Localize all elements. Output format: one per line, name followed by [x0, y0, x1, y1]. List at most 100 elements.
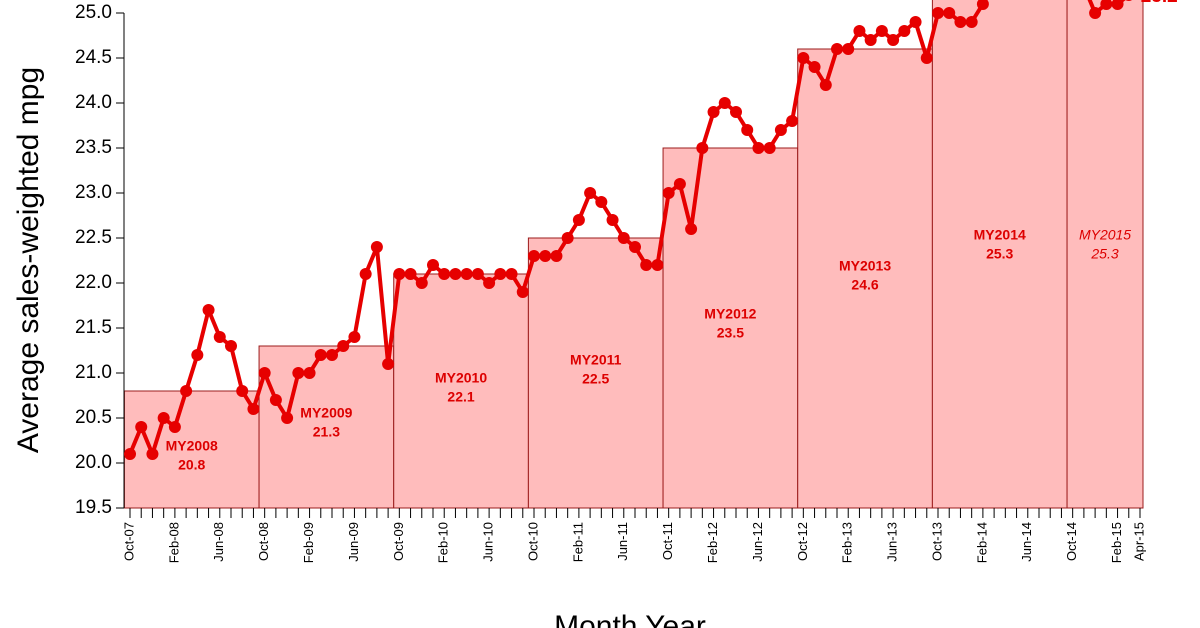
- data-point: [359, 268, 372, 280]
- data-point: [842, 43, 855, 55]
- model-year-name: MY2014: [974, 227, 1026, 243]
- model-year-name: MY2012: [704, 306, 756, 322]
- data-point: [505, 268, 518, 280]
- data-point: [786, 115, 799, 127]
- data-point: [707, 106, 720, 118]
- y-tick-label: 24.0: [75, 92, 112, 113]
- data-point: [965, 16, 978, 28]
- data-point: [202, 304, 215, 316]
- x-tick-label: Jun-09: [346, 522, 361, 562]
- data-point: [337, 340, 350, 352]
- data-point: [326, 349, 338, 361]
- data-point: [516, 286, 529, 298]
- data-point: [887, 34, 900, 46]
- end-value-label: 25.2: [1141, 0, 1178, 7]
- data-point: [146, 448, 159, 460]
- x-axis-label: Month Year: [554, 610, 706, 628]
- data-point: [180, 385, 193, 397]
- x-tick-label: Feb-14: [974, 522, 989, 563]
- data-point: [168, 421, 181, 433]
- data-point: [595, 196, 608, 208]
- data-point: [415, 277, 428, 289]
- x-tick-label: Jun-08: [211, 522, 226, 562]
- x-tick-label: Jun-12: [750, 522, 765, 562]
- data-point: [404, 268, 417, 280]
- data-point: [763, 142, 776, 154]
- y-tick-label: 21.5: [75, 317, 112, 338]
- data-point: [875, 25, 888, 37]
- data-point: [449, 268, 462, 280]
- y-tick-label: 22.5: [75, 227, 112, 248]
- data-point: [157, 412, 170, 424]
- x-tick-label: Feb-09: [301, 522, 316, 563]
- data-point: [382, 358, 395, 370]
- data-point: [303, 367, 316, 379]
- data-point: [685, 223, 698, 235]
- model-year-name: MY2009: [300, 405, 352, 421]
- model-year-bar: [527, 237, 664, 509]
- data-point: [752, 142, 765, 154]
- model-year-value: 23.5: [717, 325, 744, 341]
- x-tick-label: Oct-10: [525, 522, 540, 561]
- data-point: [584, 187, 597, 199]
- data-point: [617, 232, 630, 244]
- data-point: [797, 52, 810, 64]
- y-tick-label: 20.5: [75, 407, 112, 428]
- model-year-name: MY2008: [166, 438, 218, 454]
- data-point: [662, 187, 675, 199]
- data-point: [1089, 7, 1102, 19]
- data-point: [213, 331, 226, 343]
- y-tick-label: 23.0: [75, 182, 112, 203]
- model-year-name: MY2013: [839, 258, 891, 274]
- x-tick-label: Feb-13: [840, 522, 855, 563]
- x-tick-label: Oct-14: [1064, 522, 1079, 561]
- data-point: [831, 43, 843, 55]
- data-point: [314, 349, 327, 361]
- data-point: [898, 25, 911, 37]
- data-point: [494, 268, 507, 280]
- data-point: [920, 52, 933, 64]
- data-point: [550, 250, 563, 262]
- y-tick-label: 22.0: [75, 272, 112, 293]
- x-tick-label: Feb-12: [705, 522, 720, 563]
- data-point: [606, 214, 619, 226]
- data-point: [1125, 0, 1133, 1]
- data-point: [1111, 0, 1124, 10]
- model-year-value: 22.1: [447, 389, 474, 405]
- data-point: [438, 268, 451, 280]
- data-point: [864, 34, 877, 46]
- data-point: [808, 61, 821, 73]
- model-year-bar: [1066, 0, 1144, 509]
- data-point: [572, 214, 585, 226]
- data-point: [629, 241, 641, 253]
- data-point: [191, 349, 204, 361]
- data-point: [651, 259, 664, 271]
- y-tick-label: 21.0: [75, 362, 112, 383]
- x-tick-label: Oct-13: [929, 522, 944, 561]
- model-year-name: MY2010: [435, 370, 487, 386]
- data-point: [348, 331, 361, 343]
- data-point: [258, 367, 271, 379]
- data-point: [932, 7, 944, 19]
- data-point: [819, 79, 832, 91]
- data-point: [774, 124, 787, 136]
- model-year-bar: [123, 390, 260, 509]
- data-point: [976, 0, 989, 10]
- y-tick-label: 24.5: [75, 47, 112, 68]
- model-year-name: MY2011: [570, 352, 622, 368]
- y-axis-label: Average sales-weighted mpg: [12, 67, 45, 453]
- x-tick-label: Oct-09: [391, 522, 406, 561]
- model-year-value: 24.6: [851, 277, 878, 293]
- data-point: [561, 232, 574, 244]
- x-tick-label: Jun-10: [481, 522, 496, 562]
- y-tick-label: 25.0: [75, 2, 112, 23]
- model-year-value: 21.3: [313, 424, 340, 440]
- data-point: [640, 259, 653, 271]
- x-tick-label: Feb-08: [166, 522, 181, 563]
- data-point: [730, 106, 742, 118]
- model-year-value: 25.3: [986, 246, 1013, 262]
- data-point: [471, 268, 484, 280]
- model-year-bar: [931, 0, 1068, 509]
- y-tick-label: 19.5: [75, 497, 112, 518]
